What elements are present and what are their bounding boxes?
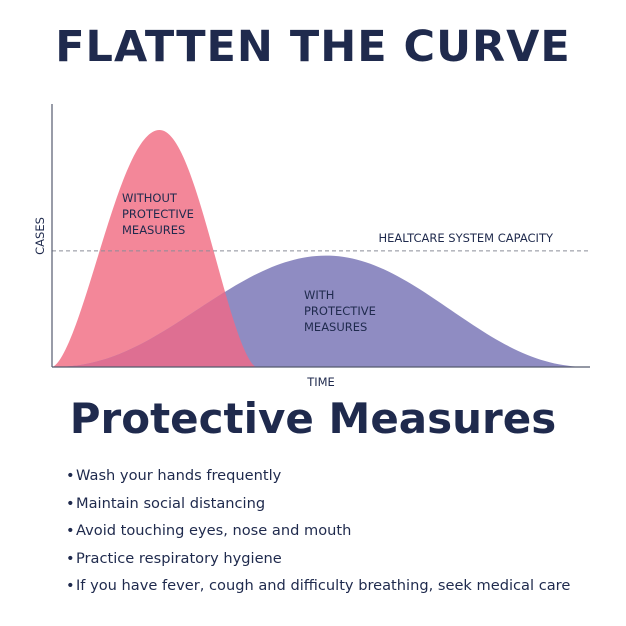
page-title: FLATTEN THE CURVE (55, 22, 571, 72)
list-item: •Avoid touching eyes, nose and mouth (66, 517, 570, 545)
y-axis-label: CASES (33, 217, 47, 255)
measures-list: •Wash your hands frequently •Maintain so… (66, 462, 570, 600)
series-label-line: WITH (304, 288, 334, 302)
list-item: •If you have fever, cough and difficulty… (66, 572, 570, 600)
series-label-line: MEASURES (122, 223, 185, 237)
series-label-line: MEASURES (304, 320, 367, 334)
flatten-curve-chart: HEALTCARE SYSTEM CAPACITY TIME CASES WIT… (33, 104, 590, 389)
bullet-icon: • (66, 467, 75, 484)
series-label-without: WITHOUT PROTECTIVE MEASURES (122, 191, 198, 237)
series-label-line: PROTECTIVE (122, 207, 194, 221)
series-label-with: WITH PROTECTIVE MEASURES (304, 288, 380, 334)
bullet-icon: • (66, 494, 75, 512)
list-item: •Maintain social distancing (66, 490, 570, 518)
series-label-line: PROTECTIVE (304, 304, 376, 318)
list-item: •Practice respiratory hygiene (66, 545, 570, 573)
section-title: Protective Measures (69, 394, 557, 443)
bullet-icon: • (66, 522, 75, 539)
series-label-line: WITHOUT (122, 191, 178, 205)
bullet-icon: • (66, 577, 75, 594)
x-axis-label: TIME (306, 375, 335, 389)
bullet-icon: • (66, 549, 75, 567)
capacity-label: HEALTCARE SYSTEM CAPACITY (379, 231, 554, 245)
list-item: •Wash your hands frequently (66, 462, 570, 490)
